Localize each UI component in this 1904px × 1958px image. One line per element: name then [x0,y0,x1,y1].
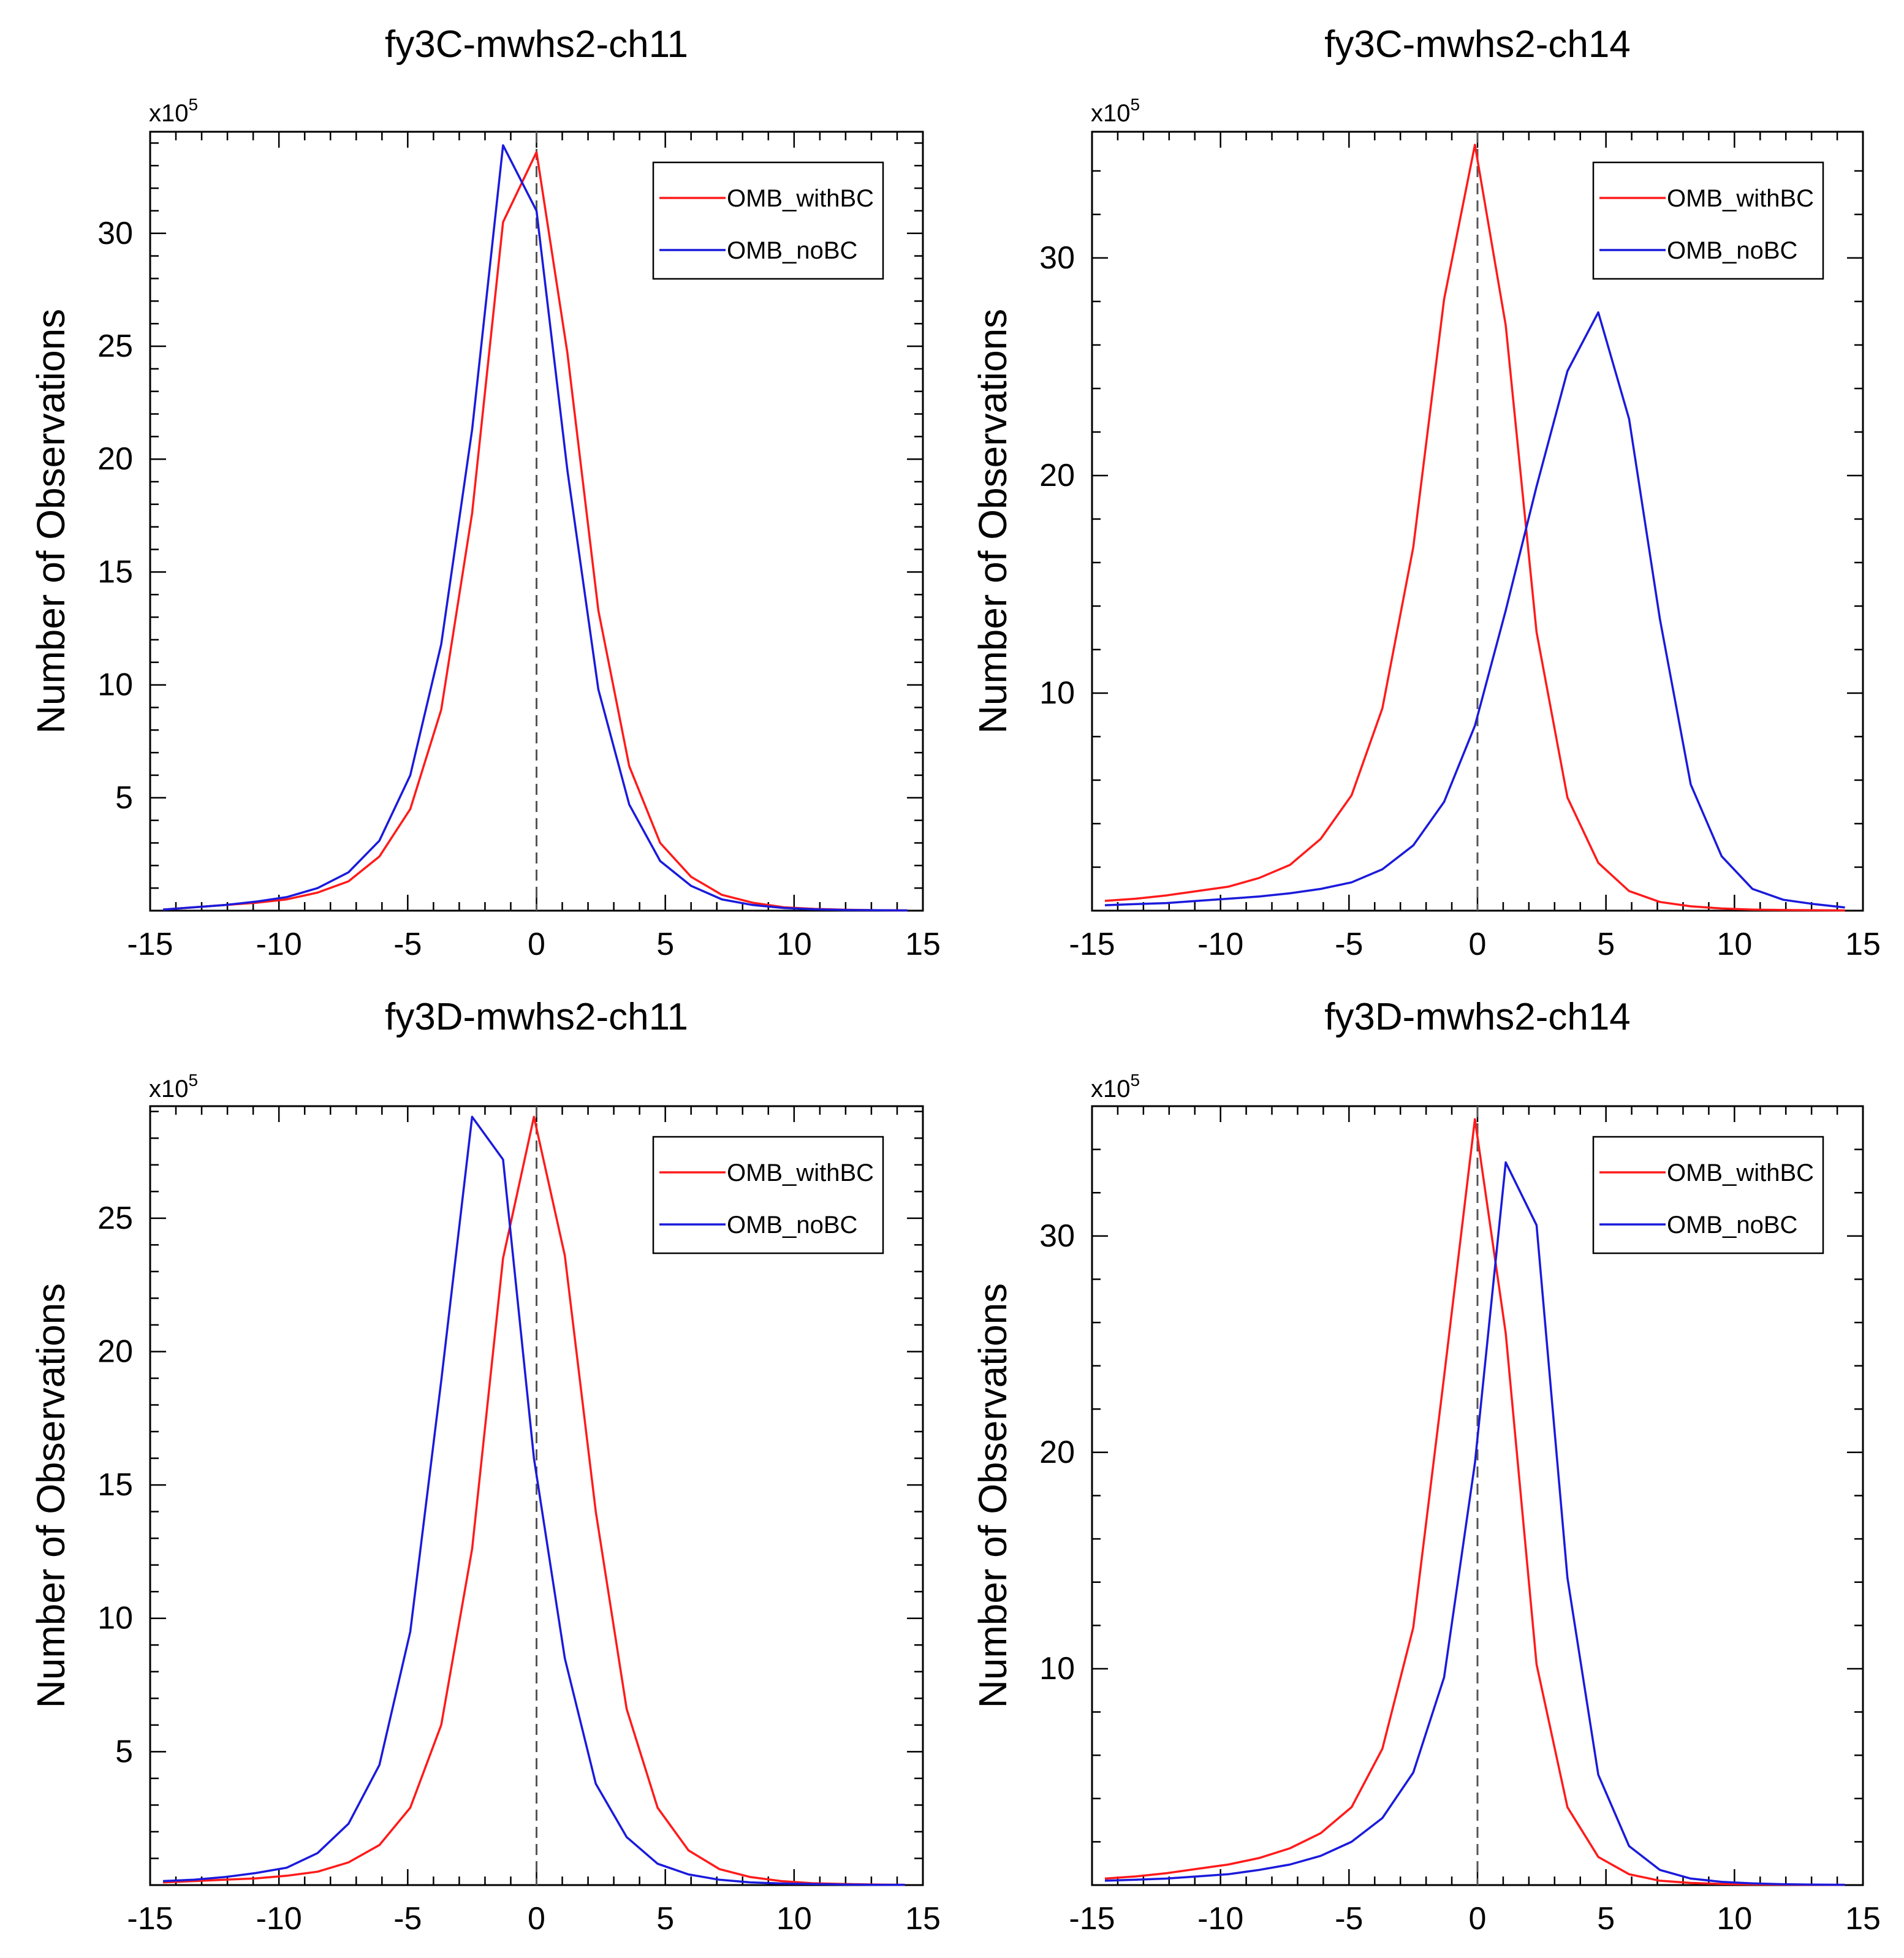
legend-box [1592,161,1824,280]
x-tick-label: 0 [528,927,545,962]
chart-title: fy3C-mwhs2-ch11 [385,23,688,66]
x-tick-label: 0 [1469,927,1487,962]
y-multiplier: x105 [1091,95,1140,127]
y-tick-label: 20 [97,441,133,477]
x-tick-label: 5 [656,927,674,962]
y-axis-label: Number of Observations [29,309,73,734]
y-tick-label: 10 [97,667,133,703]
legend-label: OMB_noBC [727,1212,857,1239]
x-tick-label: -15 [1069,1901,1115,1937]
y-axis-label: Number of Observations [29,1283,73,1709]
x-tick-label: -15 [1069,927,1115,962]
y-tick-label: 30 [97,216,133,251]
chart-panel-3: fy3D-mwhs2-ch11 Number of Observations x10… [29,996,941,1937]
legend-label: OMB_withBC [727,1159,874,1186]
y-tick-label: 25 [97,1201,133,1236]
legend-label: OMB_withBC [727,185,874,212]
x-tick-label: 5 [1597,927,1615,962]
legend-label: OMB_noBC [1667,237,1797,264]
x-tick-label: -10 [256,927,302,962]
x-tick-label: 15 [905,1901,941,1937]
chart-panel-2: fy3C-mwhs2-ch14 Number of Observations x10… [971,23,1881,962]
y-tick-label: 10 [1039,675,1075,711]
x-tick-label: 0 [1469,1901,1487,1937]
x-tick-label: 15 [905,927,941,962]
y-multiplier-exponent: 5 [1131,95,1140,114]
x-tick-label: -5 [393,1901,422,1937]
y-multiplier: x105 [1091,1071,1140,1102]
x-tick-label: 10 [776,1901,812,1937]
legend: OMB_withBC OMB_noBC [652,161,884,280]
x-tick-label: -10 [256,1901,302,1937]
x-tick-label: -10 [1197,927,1243,962]
y-tick-label: 10 [97,1601,133,1636]
y-tick-label: 15 [97,1467,133,1503]
legend-box [1592,1136,1824,1254]
legend-box [652,1136,884,1254]
y-axis-label: Number of Observations [971,1283,1015,1709]
x-tick-label: 15 [1845,1901,1881,1937]
series-line-withBC [162,1115,905,1886]
x-tick-label: 15 [1845,927,1881,962]
y-tick-label: 30 [1039,1218,1075,1254]
series-line-noBC [162,144,908,912]
chart-panel-4: fy3D-mwhs2-ch14 Number of Observations x10… [971,996,1881,1937]
x-tick-label: -15 [127,927,173,962]
legend-label: OMB_noBC [1667,1212,1797,1239]
legend-label: OMB_withBC [1667,185,1814,212]
legend-label: OMB_noBC [727,237,857,264]
x-tick-label: 10 [1716,927,1752,962]
chart-title: fy3D-mwhs2-ch14 [1324,996,1631,1038]
y-multiplier-exponent: 5 [189,95,199,114]
series-line-noBC [1104,311,1845,909]
y-tick-label: 5 [115,780,133,816]
y-tick-label: 10 [1039,1651,1075,1687]
x-tick-label: 5 [1597,1901,1615,1937]
y-multiplier-exponent: 5 [189,1071,199,1090]
x-tick-label: 0 [528,1901,545,1937]
series-line-withBC [1104,1118,1845,1886]
x-tick-label: -15 [127,1901,173,1937]
chart-title: fy3C-mwhs2-ch14 [1324,23,1631,66]
y-tick-label: 20 [97,1334,133,1369]
series-line-noBC [1104,1161,1845,1886]
x-tick-label: 5 [656,1901,674,1937]
x-tick-label: -10 [1197,1901,1243,1937]
legend: OMB_withBC OMB_noBC [1592,1136,1824,1254]
legend: OMB_withBC OMB_noBC [1592,161,1824,280]
series-line-noBC [162,1115,905,1886]
chart-panel-1: fy3C-mwhs2-ch11 Number of Observations x10… [29,23,941,962]
legend-box [652,161,884,280]
y-tick-label: 20 [1039,458,1075,493]
x-tick-label: 10 [1716,1901,1752,1937]
x-tick-label: -5 [1335,1901,1363,1937]
y-tick-label: 25 [97,328,133,364]
y-tick-label: 15 [97,554,133,590]
y-tick-label: 5 [115,1734,133,1769]
y-axis-label: Number of Observations [971,309,1015,734]
legend: OMB_withBC OMB_noBC [652,1136,884,1254]
legend-label: OMB_withBC [1667,1159,1814,1186]
x-tick-label: -5 [1335,927,1363,962]
y-multiplier: x105 [149,95,198,127]
y-tick-label: 30 [1039,240,1075,276]
y-tick-label: 20 [1039,1435,1075,1470]
x-tick-label: -5 [393,927,422,962]
y-multiplier-exponent: 5 [1131,1071,1140,1090]
y-multiplier: x105 [149,1071,198,1102]
series-line-withBC [1104,143,1845,912]
chart-title: fy3D-mwhs2-ch11 [385,996,688,1038]
x-tick-label: 10 [776,927,812,962]
